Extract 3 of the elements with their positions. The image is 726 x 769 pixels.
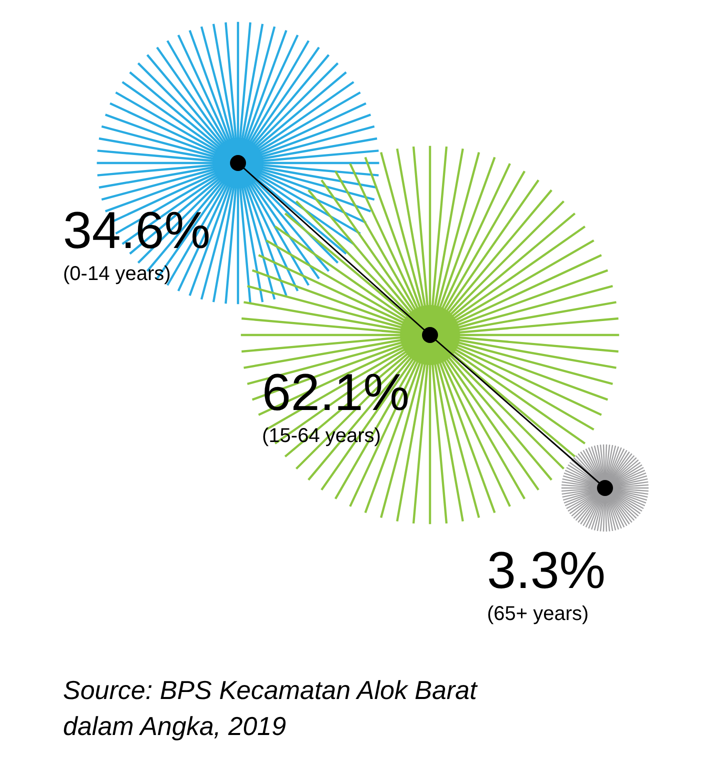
- source-note: Source: BPS Kecamatan Alok Barat dalam Angka, 2019: [63, 674, 479, 743]
- category-label: (65+ years): [487, 603, 589, 625]
- data-label: 3.3%: [487, 542, 606, 600]
